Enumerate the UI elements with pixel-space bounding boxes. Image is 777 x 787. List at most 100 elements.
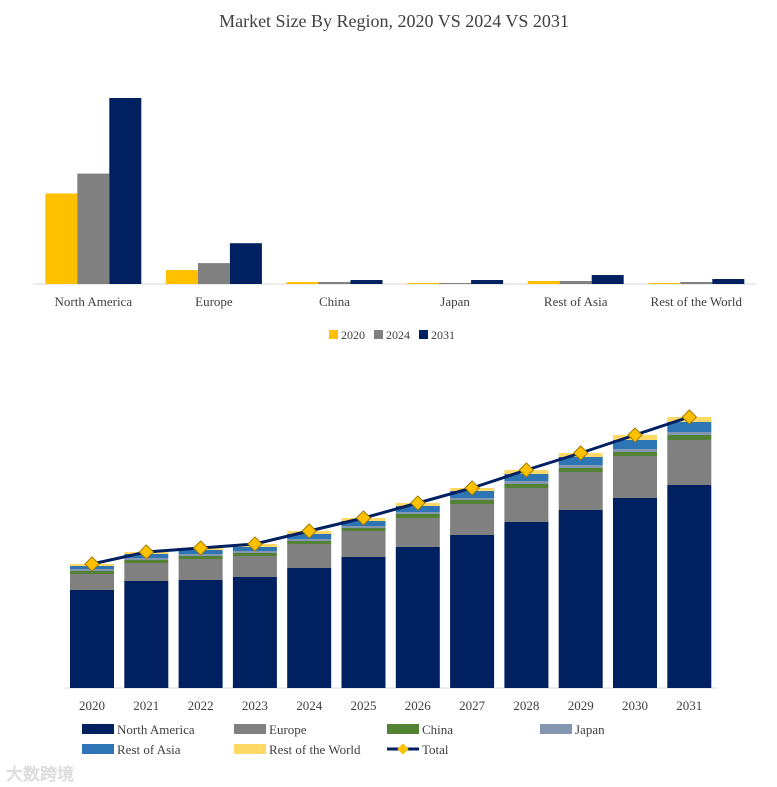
x-tick-label: 2020 [79, 698, 105, 713]
bar-segment-europe-2029 [558, 472, 603, 510]
bar-2020-china [286, 282, 319, 284]
bar-segment-rest-of-asia-2030 [613, 440, 657, 449]
bar-segment-north-america-2020 [70, 590, 114, 688]
total-marker-2029 [572, 445, 589, 461]
legend-swatch-China [387, 724, 419, 734]
total-marker-2028 [518, 462, 535, 478]
watermark: 大数跨境 [6, 765, 74, 785]
bar-segment-japan-2024 [287, 539, 332, 541]
x-tick-label: 2031 [676, 698, 702, 713]
bar-segment-north-america-2027 [450, 535, 495, 688]
bar-2020-rest-of-the-world [648, 283, 681, 284]
bar-2031-china [350, 280, 383, 284]
legend-swatch-North America [82, 724, 114, 734]
bar-segment-japan-2026 [395, 512, 440, 514]
bar-segment-china-2029 [558, 468, 603, 472]
legend-swatch-total-marker [397, 743, 409, 755]
bar-segment-europe-2025 [341, 531, 386, 557]
total-marker-2021 [138, 544, 155, 560]
x-tick-label: China [319, 294, 350, 309]
legend-label-Rest of the World: Rest of the World [269, 742, 361, 757]
bar-segment-north-america-2021 [124, 581, 169, 688]
bar-2024-china [318, 282, 351, 284]
total-marker-2022 [192, 540, 209, 556]
bar-2020-north-america [45, 193, 78, 284]
bar-segment-rest-of-asia-2029 [558, 457, 603, 465]
bar-segment-europe-2020 [70, 574, 114, 590]
x-tick-label: 2021 [133, 698, 159, 713]
x-tick-label: Europe [195, 294, 233, 309]
bar-segment-china-2031 [667, 435, 712, 440]
bar-segment-north-america-2031 [667, 485, 712, 688]
bar-segment-japan-2028 [504, 481, 549, 484]
x-tick-label: Japan [440, 294, 470, 309]
total-marker-2020 [84, 556, 100, 572]
bar-2024-north-america [77, 173, 110, 284]
bar-2020-rest-of-asia [527, 281, 560, 284]
bar-segment-north-america-2030 [613, 498, 657, 688]
x-tick-label: 2023 [242, 698, 268, 713]
bar-2024-rest-of-asia [559, 281, 592, 284]
total-marker-2031 [681, 409, 698, 425]
bar-segment-north-america-2028 [504, 522, 549, 688]
x-tick-label: North America [54, 294, 132, 309]
x-tick-label: 2028 [513, 698, 539, 713]
legend-swatch-Japan [540, 724, 572, 734]
bar-segment-europe-2027 [450, 504, 495, 535]
bar-segment-china-2028 [504, 484, 549, 488]
legend-swatch-2031 [419, 330, 428, 339]
total-marker-2024 [301, 523, 317, 539]
bar-segment-north-america-2024 [287, 568, 332, 688]
bar-segment-japan-2029 [558, 465, 603, 468]
total-line [91, 415, 690, 566]
bar-2020-europe [165, 270, 198, 284]
bar-2031-europe [229, 243, 262, 284]
bar-segment-china-2026 [395, 514, 440, 518]
x-tick-label: 2022 [188, 698, 214, 713]
bar-segment-japan-2023 [232, 551, 277, 553]
bar-2031-japan [471, 280, 504, 284]
legend-swatch-2024 [374, 330, 383, 339]
x-tick-label: 2025 [351, 698, 377, 713]
x-tick-label: Rest of Asia [544, 294, 608, 309]
bar-segment-china-2027 [450, 500, 495, 504]
bar-segment-japan-2030 [613, 449, 657, 452]
bar-2031-north-america [109, 97, 142, 284]
x-tick-label: 2027 [459, 698, 486, 713]
bar-segment-japan-2025 [341, 526, 386, 528]
bar-segment-north-america-2026 [395, 547, 440, 688]
total-marker-2027 [464, 480, 480, 496]
bar-segment-china-2030 [613, 452, 657, 456]
bar-segment-japan-2027 [450, 498, 495, 500]
bar-2031-rest-of-the-world [712, 279, 745, 284]
bar-segment-europe-2028 [504, 488, 549, 522]
bar-segment-europe-2026 [395, 518, 440, 547]
legend-label-2031: 2031 [431, 328, 455, 342]
x-tick-label: Rest of the World [651, 294, 743, 309]
bar-2024-rest-of-the-world [680, 282, 713, 284]
bar-segment-china-2021 [124, 560, 169, 563]
total-marker-2026 [410, 495, 426, 511]
legend-label-total: Total [422, 742, 449, 757]
legend-label-China: China [422, 722, 453, 737]
legend-swatch-Europe [234, 724, 266, 734]
legend-label-Rest of Asia: Rest of Asia [117, 742, 181, 757]
legend-label-2020: 2020 [341, 328, 365, 342]
bar-segment-europe-2024 [287, 544, 332, 568]
bar-segment-europe-2021 [124, 563, 169, 581]
bar-2031-rest-of-asia [591, 275, 624, 284]
bar-segment-china-2023 [232, 553, 277, 556]
bar-segment-japan-2031 [667, 432, 712, 435]
bar-segment-china-2022 [178, 556, 223, 559]
bar-segment-china-2024 [287, 541, 332, 544]
total-marker-2025 [355, 510, 372, 526]
bar-2024-japan [439, 283, 472, 284]
bar-segment-north-america-2029 [558, 510, 603, 688]
bar-segment-europe-2031 [667, 440, 712, 485]
legend-swatch-2020 [329, 330, 338, 339]
legend-label-North America: North America [117, 722, 195, 737]
bar-segment-north-america-2022 [178, 580, 223, 688]
chart-title: Market Size By Region, 2020 VS 2024 VS 2… [219, 11, 569, 31]
legend-swatch-Rest of the World [234, 744, 266, 754]
